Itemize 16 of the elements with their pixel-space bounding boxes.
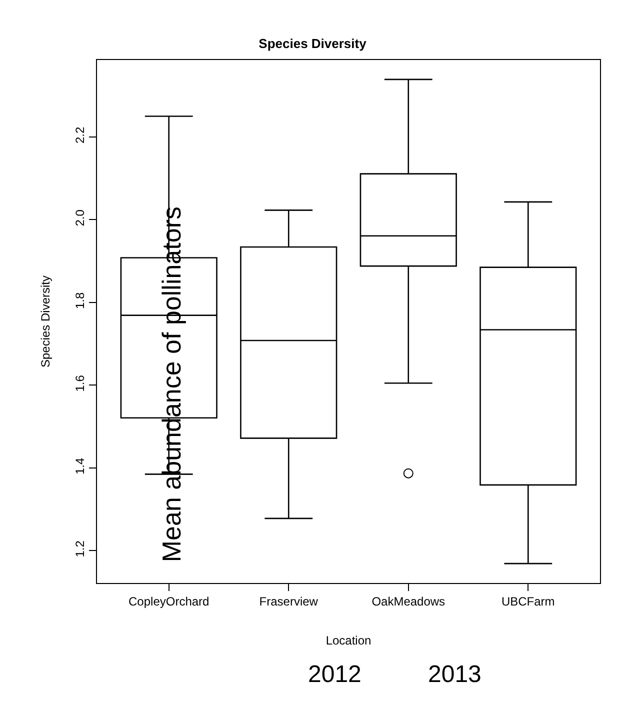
y-tick-label: 2.2 [73,126,88,144]
x-tick-label: CopleyOrchard [128,594,210,608]
annotation: Mean abundance of pollinators [156,206,187,562]
y-tick-label: 1.6 [73,374,88,392]
chart-title: Species Diversity [258,36,368,52]
y-tick-label: 1.8 [73,292,88,310]
x-tick-label: OakMeadows [372,594,446,608]
y-tick-label: 2.0 [73,209,88,226]
x-tick-label: UBCFarm [501,594,555,608]
x-axis-title: Location [326,633,372,648]
y-axis-title: Species Diversity [38,275,52,368]
text: 2013 [428,661,482,688]
text: 2012 [308,661,362,688]
y-tick-label: 1.4 [73,458,88,475]
y-tick-label: 1.2 [73,540,88,558]
x-tick-label: Fraserview [259,594,318,608]
